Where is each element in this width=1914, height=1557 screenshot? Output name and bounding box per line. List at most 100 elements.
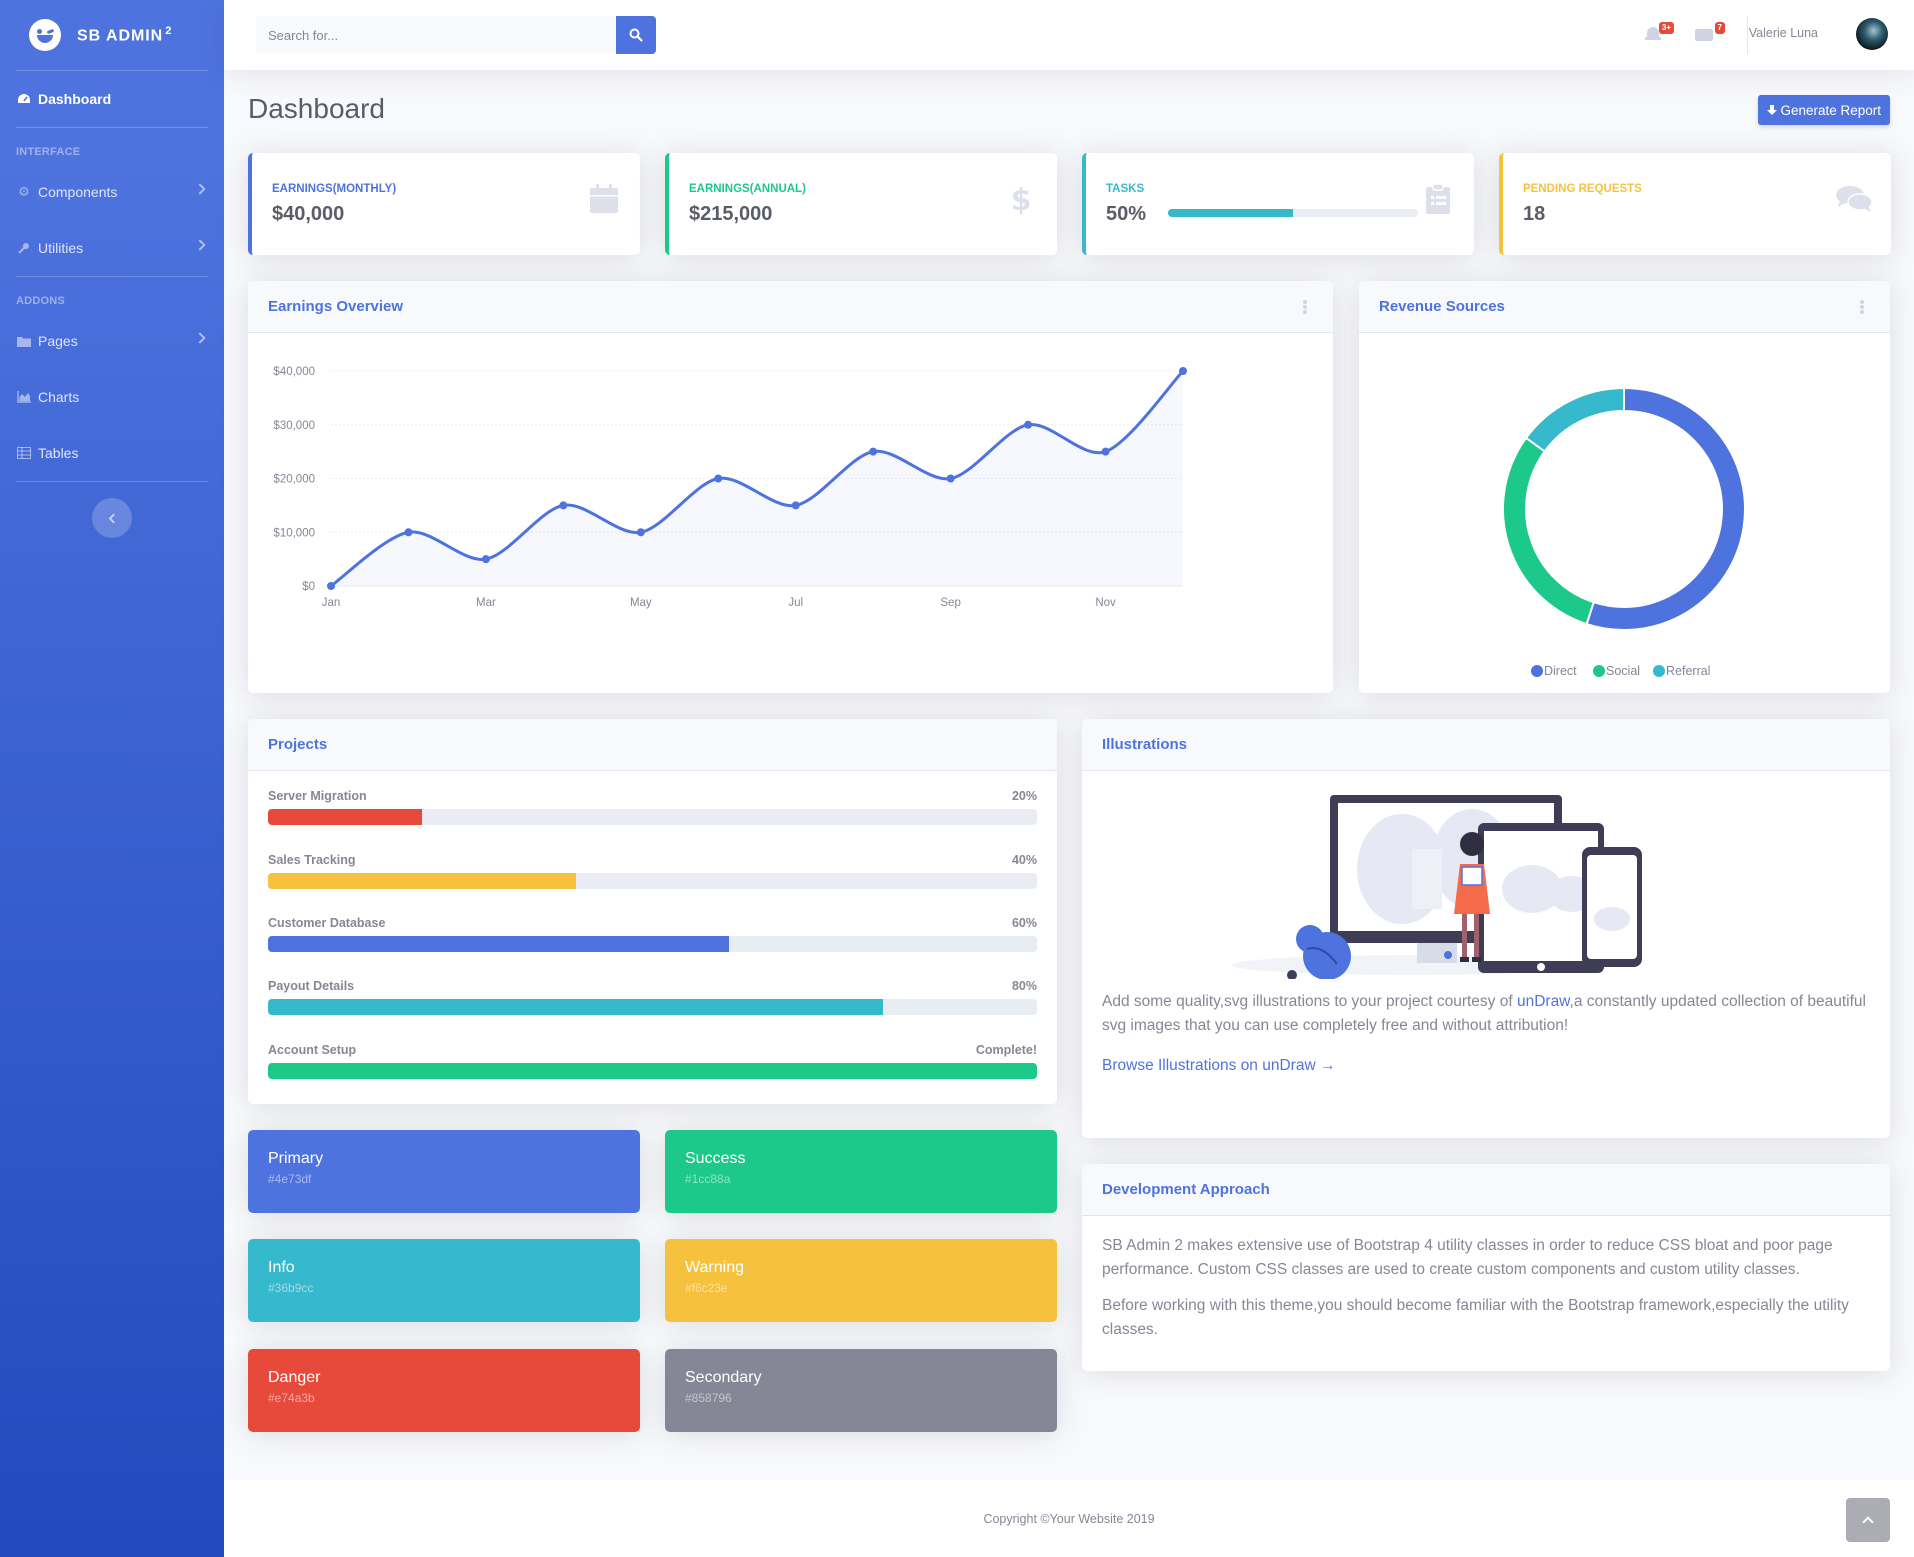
data-point [327, 582, 335, 590]
ellipsis-v-icon[interactable] [1303, 300, 1307, 314]
sidebar-divider [16, 127, 208, 128]
undraw-posting-photo-illustration [1232, 795, 1642, 979]
stat-value: $215,000 [689, 203, 773, 225]
sidebar: SB ADMIN 2 Dashboard INTERFACE ⚙ Componen… [0, 0, 224, 1557]
sidebar-toggle-button[interactable] [92, 498, 132, 538]
project-name: Payout Details [268, 979, 355, 993]
svg-text:$: $ [1011, 183, 1032, 215]
color-name: Warning [685, 1259, 744, 1276]
page-title: Dashboard [248, 93, 385, 124]
search-form [256, 16, 656, 54]
development-paragraph-2: Before working with this theme,you shoul… [1102, 1297, 1849, 1338]
alerts-counter-badge: 3+ [1658, 22, 1674, 34]
x-tick-label: Jul [788, 597, 803, 609]
project-progress-bar [268, 809, 1037, 825]
sidebar-item-label: Pages [38, 333, 78, 349]
card-title: Revenue Sources [1379, 298, 1505, 315]
user-name[interactable]: Valerie Luna [1748, 26, 1818, 40]
project-progress-fill [268, 936, 730, 952]
data-point [791, 501, 800, 510]
sidebar-item-charts[interactable]: Charts [0, 369, 224, 425]
wrench-icon [16, 240, 32, 256]
search-icon [629, 28, 643, 42]
search-input[interactable] [256, 16, 616, 54]
card-header: Projects [248, 719, 1057, 771]
sidebar-item-tables[interactable]: Tables [0, 425, 224, 481]
color-card-primary: Primary #4e73df [248, 1130, 640, 1213]
project-progress-bar [268, 1063, 1037, 1079]
generate-report-button[interactable]: Generate Report [1758, 95, 1890, 125]
cog-icon: ⚙ [18, 184, 30, 199]
project-progress-bar [268, 873, 1037, 889]
bell-icon [1647, 27, 1659, 39]
project-row: Account Setup Complete! [268, 1043, 1037, 1079]
stat-value: 50% [1106, 203, 1147, 225]
color-card-success: Success #1cc88a [665, 1130, 1057, 1213]
sidebar-brand[interactable]: SB ADMIN 2 [0, 0, 224, 70]
angle-up-icon [1862, 1516, 1874, 1528]
sidebar-item-components[interactable]: ⚙ Components [0, 164, 224, 220]
avatar[interactable] [1856, 18, 1888, 50]
y-tick-label: $40,000 [273, 366, 315, 378]
search-button[interactable] [616, 16, 656, 54]
tasks-progress-bar [1168, 209, 1418, 217]
sidebar-item-label: Tables [38, 445, 79, 461]
stat-label: EARNINGS(MONTHLY) [272, 183, 397, 195]
y-tick-label: $0 [302, 581, 315, 593]
tasks-progress-fill [1168, 209, 1293, 217]
ellipsis-v-icon[interactable] [1860, 300, 1864, 314]
donut-slice [1585, 386, 1746, 631]
stat-card-earnings-annual: EARNINGS(ANNUAL) $215,000 $ [665, 153, 1057, 255]
stat-card-pending-requests: PENDING REQUESTS 18 [1499, 153, 1891, 255]
card-header: Revenue Sources [1359, 281, 1890, 333]
sidebar-heading-addons: ADDONS [16, 295, 65, 307]
earnings-overview-card: Earnings Overview $0 $10,000 $20,000 $30,00… [248, 281, 1333, 693]
comments-icon [1836, 186, 1873, 212]
x-tick-label: Jan [322, 597, 341, 609]
project-progress-fill [268, 999, 884, 1015]
card-header: Earnings Overview [248, 281, 1333, 333]
stat-label: EARNINGS(ANNUAL) [689, 183, 806, 195]
color-hex: #36b9cc [268, 1281, 314, 1295]
undraw-link[interactable]: unDraw [1516, 993, 1570, 1010]
card-title: Development Approach [1102, 1181, 1270, 1198]
messages-counter-badge: 7 [1714, 22, 1725, 34]
revenue-donut-chart: Direct Social Referral [1502, 386, 1746, 678]
envelope-icon [1695, 29, 1713, 41]
project-row: Server Migration 20% [268, 789, 1037, 825]
alerts-dropdown[interactable]: 3+ [1644, 22, 1674, 42]
sidebar-item-utilities[interactable]: Utilities [0, 220, 224, 276]
stat-label: PENDING REQUESTS [1523, 183, 1642, 195]
dollar-icon: $ [1011, 183, 1032, 215]
sidebar-item-pages[interactable]: Pages [0, 313, 224, 369]
project-percent: 20% [1011, 789, 1037, 803]
generate-report-label: Generate Report [1780, 102, 1881, 118]
project-progress-fill [268, 1063, 1037, 1079]
color-card-secondary: Secondary #858796 [665, 1349, 1057, 1432]
x-tick-label: May [630, 597, 652, 609]
donut-slice [1524, 386, 1625, 453]
chevron-left-icon [108, 513, 119, 523]
color-name: Primary [268, 1150, 324, 1167]
sidebar-item-dashboard[interactable]: Dashboard [0, 71, 224, 127]
messages-dropdown[interactable]: 7 [1695, 22, 1725, 42]
scroll-to-top-button[interactable] [1846, 1498, 1890, 1542]
sidebar-item-label: Components [38, 184, 118, 200]
topbar-divider [1747, 16, 1748, 54]
footer: Copyright ©Your Website 2019 [224, 1480, 1914, 1557]
project-row: Customer Database 60% [268, 916, 1037, 952]
download-icon [1767, 104, 1778, 116]
data-point [1101, 447, 1110, 456]
stat-value: $40,000 [272, 203, 345, 225]
color-card-warning: Warning #f6c23e [665, 1239, 1057, 1322]
browse-illustrations-link[interactable]: Browse Illustrations on unDraw → [1102, 1057, 1336, 1074]
card-title: Earnings Overview [268, 298, 404, 315]
y-tick-label: $30,000 [273, 420, 315, 432]
x-tick-label: Nov [1095, 597, 1116, 609]
folder-icon [16, 333, 32, 349]
stat-label: TASKS [1106, 183, 1145, 195]
data-point [869, 447, 878, 456]
color-name: Secondary [685, 1369, 762, 1386]
project-percent: 80% [1011, 979, 1037, 993]
color-name: Success [685, 1150, 746, 1167]
